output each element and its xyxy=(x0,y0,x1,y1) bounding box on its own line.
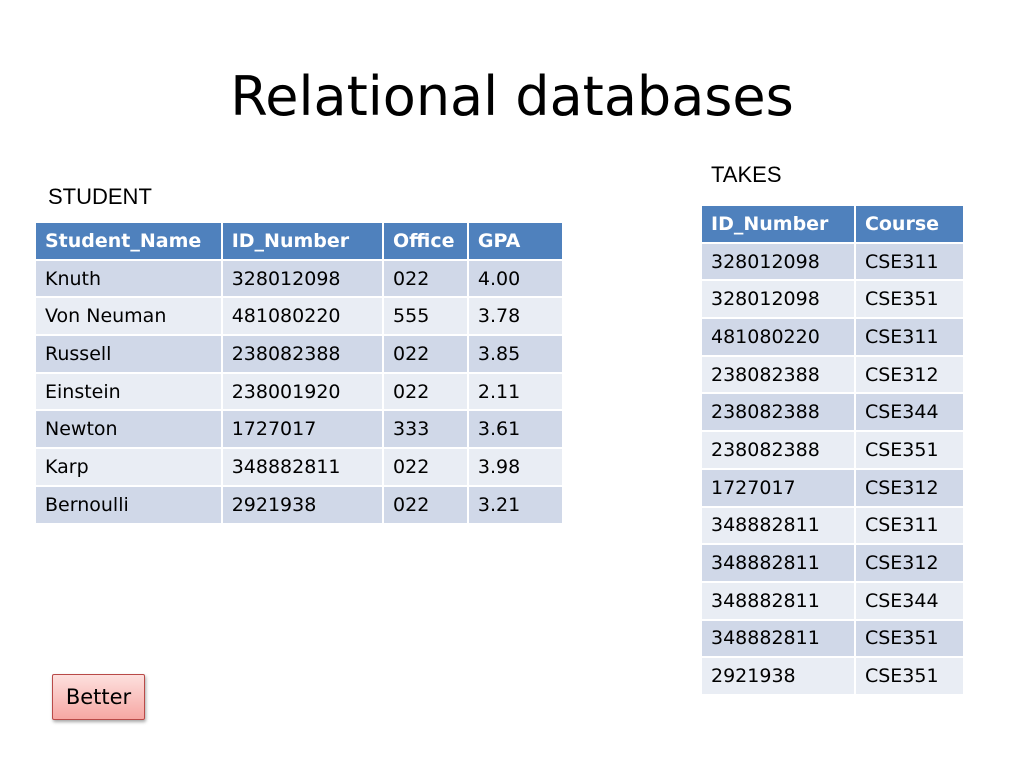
student-table-cell: 2.11 xyxy=(466,371,565,412)
takes-table: ID_Number Course 328012098 CSE311 328012098… xyxy=(700,204,966,696)
student-table-cell: 3.78 xyxy=(466,296,565,337)
student-table-row: Russell 238082388 022 3.85 xyxy=(34,334,565,374)
student-table-cell: Bernoulli xyxy=(34,484,223,525)
takes-table-row: 348882811 CSE351 xyxy=(700,618,966,659)
takes-table-cell: 348882811 xyxy=(700,580,856,621)
takes-table-row: 348882811 CSE344 xyxy=(700,580,966,621)
student-table-row: Bernoulli 2921938 022 3.21 xyxy=(34,484,565,525)
student-table-cell: 022 xyxy=(382,447,469,487)
student-table-cell: 348882811 xyxy=(220,447,385,487)
takes-table-cell: 348882811 xyxy=(700,543,856,583)
student-table-cell: 3.85 xyxy=(466,334,565,374)
takes-table-row: 238082388 CSE312 xyxy=(700,354,966,395)
takes-table-row: 2921938 CSE351 xyxy=(700,656,966,696)
slide-title: Relational databases xyxy=(230,65,794,128)
student-table-cell: 022 xyxy=(382,484,469,525)
student-caption: STUDENT xyxy=(48,184,152,209)
student-table-row: Karp 348882811 022 3.98 xyxy=(34,447,565,487)
takes-table-cell: CSE311 xyxy=(853,241,966,282)
takes-table-row: 328012098 CSE311 xyxy=(700,241,966,282)
student-table-cell: 333 xyxy=(382,409,469,450)
student-table-cell: Russell xyxy=(34,334,223,374)
student-table-cell: 328012098 xyxy=(220,258,385,299)
takes-table-cell: 238082388 xyxy=(700,392,856,433)
student-table-cell: 3.98 xyxy=(466,447,565,487)
takes-table-cell: CSE344 xyxy=(853,392,966,433)
takes-table-cell: CSE311 xyxy=(853,505,966,546)
takes-table-cell: CSE351 xyxy=(853,279,966,320)
student-table-cell: Einstein xyxy=(34,371,223,412)
student-table-cell: Karp xyxy=(34,447,223,487)
takes-table-cell: CSE311 xyxy=(853,317,966,357)
takes-table-row: 348882811 CSE312 xyxy=(700,543,966,583)
takes-table-cell: 1727017 xyxy=(700,467,856,508)
better-button[interactable]: Better xyxy=(52,674,145,720)
takes-table-row: 1727017 CSE312 xyxy=(700,467,966,508)
takes-table-cell: 348882811 xyxy=(700,618,856,659)
student-body: Knuth 328012098 022 4.00 Von Neuman 481080220… xyxy=(34,258,565,525)
takes-table-cell: 328012098 xyxy=(700,279,856,320)
student-table-cell: 2921938 xyxy=(220,484,385,525)
takes-table-cell: CSE312 xyxy=(853,543,966,583)
takes-table-row: 348882811 CSE311 xyxy=(700,505,966,546)
student-table-row: Knuth 328012098 022 4.00 xyxy=(34,258,565,299)
takes-header-row: ID_Number Course xyxy=(700,204,966,244)
student-table: Student_Name ID_Number Office GPA Knuth 3280… xyxy=(34,221,565,525)
takes-table-cell: CSE312 xyxy=(853,354,966,395)
student-table-row: Von Neuman 481080220 555 3.78 xyxy=(34,296,565,337)
takes-table-cell: 238082388 xyxy=(700,354,856,395)
student-table-cell: Knuth xyxy=(34,258,223,299)
takes-table-cell: 328012098 xyxy=(700,241,856,282)
student-table-cell: 022 xyxy=(382,371,469,412)
student-header-row: Student_Name ID_Number Office GPA xyxy=(34,221,565,261)
takes-body: 328012098 CSE311 328012098 CSE351 481080220 C… xyxy=(700,241,966,696)
student-table-cell: 022 xyxy=(382,258,469,299)
takes-table-cell: CSE351 xyxy=(853,618,966,659)
takes-caption: TAKES xyxy=(711,162,782,187)
student-column-header: ID_Number xyxy=(220,221,385,261)
takes-table-cell: 238082388 xyxy=(700,430,856,470)
takes-table-cell: CSE344 xyxy=(853,580,966,621)
takes-column-header: Course xyxy=(853,204,966,244)
student-table-cell: 555 xyxy=(382,296,469,337)
takes-table-cell: 481080220 xyxy=(700,317,856,357)
takes-table-cell: CSE351 xyxy=(853,656,966,696)
student-table-cell: 022 xyxy=(382,334,469,374)
takes-table-cell: 2921938 xyxy=(700,656,856,696)
takes-table-cell: CSE351 xyxy=(853,430,966,470)
student-column-header: GPA xyxy=(466,221,565,261)
student-table-cell: 3.61 xyxy=(466,409,565,450)
student-table-cell: Newton xyxy=(34,409,223,450)
takes-column-header: ID_Number xyxy=(700,204,856,244)
takes-table-cell: CSE312 xyxy=(853,467,966,508)
takes-table-row: 238082388 CSE344 xyxy=(700,392,966,433)
takes-table-row: 481080220 CSE311 xyxy=(700,317,966,357)
student-table-cell: 238001920 xyxy=(220,371,385,412)
student-table-cell: 3.21 xyxy=(466,484,565,525)
student-table-row: Newton 1727017 333 3.61 xyxy=(34,409,565,450)
student-table-cell: 481080220 xyxy=(220,296,385,337)
student-table-cell: 238082388 xyxy=(220,334,385,374)
student-table-cell: 4.00 xyxy=(466,258,565,299)
takes-table-row: 238082388 CSE351 xyxy=(700,430,966,470)
student-table-cell: 1727017 xyxy=(220,409,385,450)
student-table-cell: Von Neuman xyxy=(34,296,223,337)
student-table-row: Einstein 238001920 022 2.11 xyxy=(34,371,565,412)
student-column-header: Student_Name xyxy=(34,221,223,261)
takes-table-row: 328012098 CSE351 xyxy=(700,279,966,320)
student-column-header: Office xyxy=(382,221,469,261)
takes-table-cell: 348882811 xyxy=(700,505,856,546)
